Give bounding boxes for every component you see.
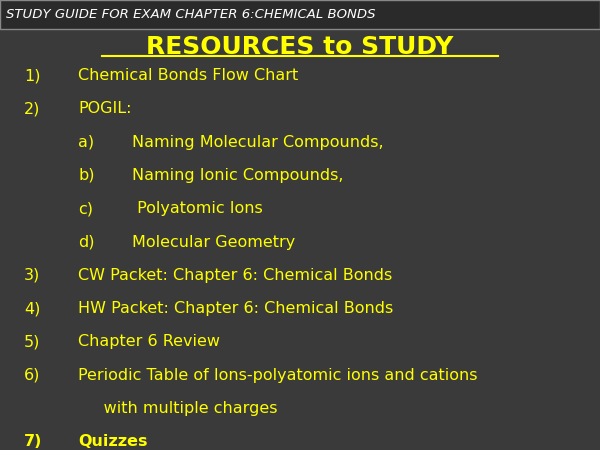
Text: c): c): [78, 201, 93, 216]
Text: 5): 5): [24, 334, 40, 350]
Text: 6): 6): [24, 368, 40, 383]
Text: Molecular Geometry: Molecular Geometry: [132, 234, 295, 250]
Text: Chapter 6 Review: Chapter 6 Review: [78, 334, 220, 350]
Text: POGIL:: POGIL:: [78, 101, 131, 117]
Text: 7): 7): [24, 434, 43, 450]
Text: b): b): [78, 168, 95, 183]
Text: Polyatomic Ions: Polyatomic Ions: [132, 201, 263, 216]
Text: 3): 3): [24, 268, 40, 283]
Text: CW Packet: Chapter 6: Chemical Bonds: CW Packet: Chapter 6: Chemical Bonds: [78, 268, 392, 283]
Text: HW Packet: Chapter 6: Chemical Bonds: HW Packet: Chapter 6: Chemical Bonds: [78, 301, 393, 316]
Text: a): a): [78, 135, 94, 150]
Text: Naming Molecular Compounds,: Naming Molecular Compounds,: [132, 135, 383, 150]
Text: Periodic Table of Ions-polyatomic ions and cations: Periodic Table of Ions-polyatomic ions a…: [78, 368, 478, 383]
Text: Chemical Bonds Flow Chart: Chemical Bonds Flow Chart: [78, 68, 298, 83]
Text: Quizzes: Quizzes: [78, 434, 148, 450]
Text: d): d): [78, 234, 95, 250]
Text: with multiple charges: with multiple charges: [78, 401, 277, 416]
Text: 1): 1): [24, 68, 41, 83]
Text: STUDY GUIDE FOR EXAM CHAPTER 6:CHEMICAL BONDS: STUDY GUIDE FOR EXAM CHAPTER 6:CHEMICAL …: [6, 9, 376, 21]
Text: RESOURCES to STUDY: RESOURCES to STUDY: [146, 35, 454, 59]
FancyBboxPatch shape: [0, 0, 600, 29]
Text: 4): 4): [24, 301, 40, 316]
Text: 2): 2): [24, 101, 40, 117]
Text: Naming Ionic Compounds,: Naming Ionic Compounds,: [132, 168, 343, 183]
